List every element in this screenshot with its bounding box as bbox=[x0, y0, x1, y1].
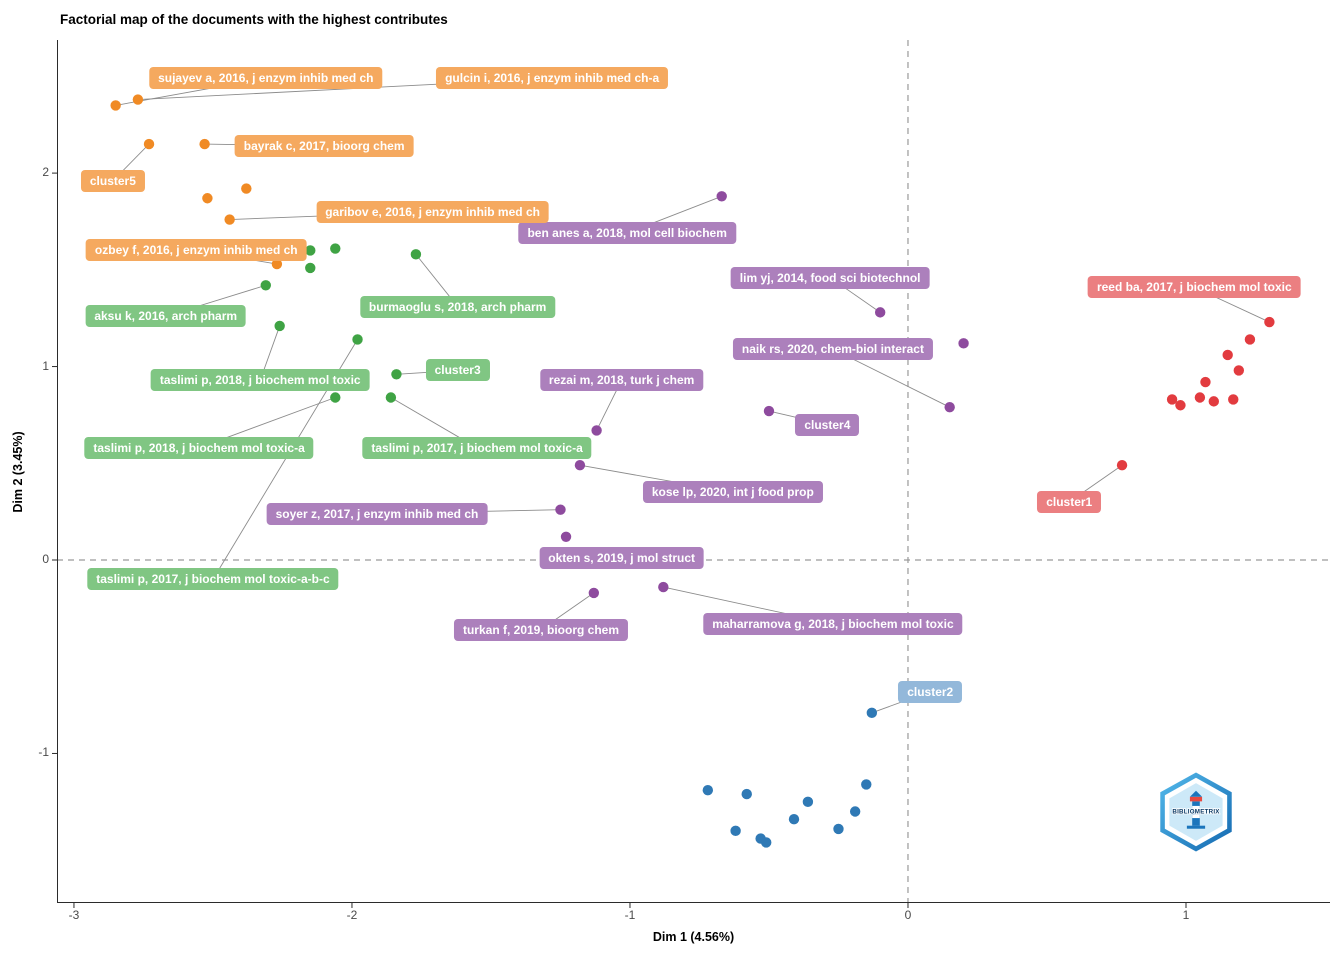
x-tick-label: 1 bbox=[1182, 908, 1190, 922]
data-point-cluster2 bbox=[702, 785, 714, 796]
x-tick-label: -1 bbox=[624, 908, 636, 922]
data-point-cluster5 bbox=[132, 94, 144, 105]
data-point-cluster3 bbox=[330, 392, 341, 403]
data-point-cluster3 bbox=[391, 369, 402, 380]
data-point-cluster3 bbox=[305, 245, 316, 256]
cluster-label-cluster4: cluster4 bbox=[795, 413, 860, 436]
bibliometrix-logo: BIBLIOMETRIX bbox=[1158, 770, 1234, 854]
data-point-cluster3 bbox=[330, 243, 341, 254]
data-point-cluster4 bbox=[574, 460, 586, 471]
doc-label: taslimi p, 2017, j biochem mol toxic-a bbox=[362, 436, 592, 459]
data-point-cluster1 bbox=[1233, 365, 1245, 376]
data-point-cluster1 bbox=[1200, 376, 1211, 388]
doc-label: aksu k, 2016, arch pharm bbox=[85, 305, 247, 328]
data-point-cluster3 bbox=[305, 262, 316, 274]
data-point-cluster1 bbox=[1244, 334, 1256, 345]
data-point-cluster4 bbox=[716, 191, 727, 202]
doc-label: okten s, 2019, j mol struct bbox=[539, 547, 704, 570]
data-point-cluster1 bbox=[1208, 396, 1219, 407]
y-tick-label: 0 bbox=[42, 552, 49, 566]
plot-area: BIBLIOMETRIX -3 -2 -1 0 1 -1 0 1 2 reed ba, 2017,… bbox=[38, 40, 1330, 922]
cluster-label-cluster1: cluster1 bbox=[1037, 490, 1102, 513]
data-point-cluster3 bbox=[410, 249, 422, 260]
data-point-cluster5 bbox=[224, 214, 235, 225]
data-point-cluster1 bbox=[1228, 394, 1239, 405]
lighthouse-icon bbox=[1186, 790, 1206, 829]
data-point-cluster3 bbox=[385, 392, 397, 403]
doc-label: taslimi p, 2018, j biochem mol toxic bbox=[150, 369, 370, 392]
data-point-cluster1 bbox=[1175, 400, 1186, 411]
doc-label: naik rs, 2020, chem-biol interact bbox=[732, 338, 933, 361]
data-point-cluster4 bbox=[944, 401, 955, 413]
doc-label: gulcin i, 2016, j enzym inhib med ch-a bbox=[436, 67, 669, 90]
data-point-cluster2 bbox=[849, 806, 861, 817]
data-point-cluster4 bbox=[763, 405, 775, 417]
cluster-label-cluster5: cluster5 bbox=[80, 169, 145, 192]
data-point-cluster1 bbox=[1194, 392, 1206, 403]
data-point-cluster4 bbox=[555, 504, 566, 515]
doc-label: rezai m, 2018, turk j chem bbox=[539, 369, 704, 392]
doc-label: kose lp, 2020, int j food prop bbox=[642, 481, 823, 504]
data-point-cluster4 bbox=[591, 425, 602, 436]
data-point-cluster5 bbox=[241, 183, 252, 194]
data-point-cluster1 bbox=[1222, 349, 1233, 361]
data-point-cluster2 bbox=[833, 823, 844, 835]
data-point-cluster2 bbox=[802, 796, 814, 808]
x-tick-label: -3 bbox=[68, 908, 80, 922]
data-point-cluster5 bbox=[143, 138, 155, 150]
data-point-cluster1 bbox=[1264, 316, 1275, 328]
data-point-cluster1 bbox=[1116, 460, 1128, 471]
doc-label: taslimi p, 2017, j biochem mol toxic-a-b… bbox=[87, 568, 339, 591]
data-point-cluster2 bbox=[866, 707, 878, 719]
y-tick-label: -1 bbox=[38, 745, 49, 760]
y-tick-label: 2 bbox=[42, 165, 49, 180]
doc-label: reed ba, 2017, j biochem mol toxic bbox=[1087, 276, 1301, 299]
data-point-cluster1 bbox=[1166, 394, 1178, 405]
data-point-cluster2 bbox=[730, 825, 741, 837]
data-point-cluster2 bbox=[861, 779, 872, 790]
doc-label: sujayev a, 2016, j enzym inhib med ch bbox=[149, 67, 383, 90]
x-tick-label: 0 bbox=[904, 908, 912, 922]
data-point-cluster5 bbox=[110, 100, 121, 111]
cluster-label-cluster3: cluster3 bbox=[425, 359, 490, 382]
data-point-cluster5 bbox=[202, 193, 213, 204]
doc-label: taslimi p, 2018, j biochem mol toxic-a bbox=[84, 436, 314, 459]
doc-label: bayrak c, 2017, bioorg chem bbox=[234, 135, 414, 157]
data-point-cluster4 bbox=[874, 307, 886, 318]
data-point-cluster4 bbox=[958, 338, 969, 349]
x-axis-label: Dim 1 (4.56%) bbox=[652, 930, 735, 944]
doc-label: maharramova g, 2018, j biochem mol toxic bbox=[703, 612, 963, 635]
data-point-cluster2 bbox=[788, 814, 800, 825]
doc-label: lim yj, 2014, food sci biotechnol bbox=[730, 266, 930, 289]
chart-title: Factorial map of the documents with the … bbox=[60, 12, 448, 27]
doc-label: ben anes a, 2018, mol cell biochem bbox=[518, 222, 736, 245]
data-point-cluster4 bbox=[560, 531, 572, 542]
data-point-cluster3 bbox=[260, 280, 271, 291]
data-point-cluster3 bbox=[352, 334, 363, 345]
data-point-cluster5 bbox=[199, 138, 210, 150]
y-tick-label: 1 bbox=[42, 358, 49, 373]
doc-label: soyer z, 2017, j enzym inhib med ch bbox=[266, 502, 488, 525]
cluster-label-cluster2: cluster2 bbox=[898, 680, 963, 703]
doc-label: ozbey f, 2016, j enzym inhib med ch bbox=[85, 239, 307, 262]
data-point-cluster2 bbox=[741, 788, 752, 800]
data-point-cluster3 bbox=[274, 320, 285, 332]
y-axis-label: Dim 2 (3.45%) bbox=[11, 431, 25, 513]
plot-canvas bbox=[52, 40, 1330, 908]
x-tick-label: -2 bbox=[346, 908, 358, 922]
doc-label: turkan f, 2019, bioorg chem bbox=[453, 618, 629, 641]
data-point-cluster2 bbox=[760, 837, 772, 848]
data-point-cluster4 bbox=[658, 581, 669, 593]
logo-text: BIBLIOMETRIX bbox=[1172, 809, 1220, 816]
doc-label: burmaoglu s, 2018, arch pharm bbox=[359, 295, 556, 318]
doc-label: garibov e, 2016, j enzym inhib med ch bbox=[316, 200, 549, 223]
data-point-cluster4 bbox=[588, 587, 600, 599]
